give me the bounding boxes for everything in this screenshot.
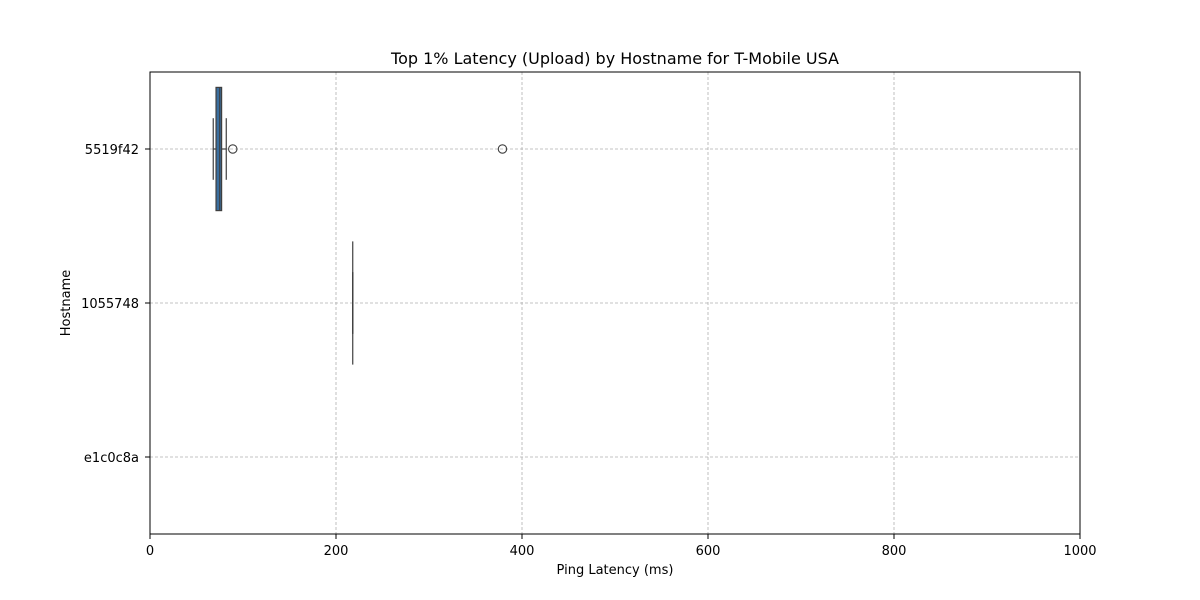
- box-layer: [212, 86, 508, 365]
- y-tick-label: 5519f42: [85, 143, 139, 158]
- y-tick-label: e1c0c8a: [84, 451, 139, 466]
- box-iqr: [215, 86, 223, 212]
- y-tick-label: 1055748: [81, 297, 139, 312]
- x-tick-label: 800: [882, 544, 907, 559]
- x-tick-label: 0: [146, 544, 154, 559]
- outlier-point: [497, 144, 508, 154]
- x-tick-label: 1000: [1063, 544, 1096, 559]
- chart-title: Top 1% Latency (Upload) by Hostname for …: [390, 49, 839, 68]
- x-tick-label: 400: [510, 544, 535, 559]
- x-tick-label: 600: [696, 544, 721, 559]
- x-tick-label: 200: [324, 544, 349, 559]
- tick-layer: 0 200 400 600 800 1000 5519f42 1055748 e1c0c8a: [81, 143, 1096, 559]
- x-axis-label: Ping Latency (ms): [557, 563, 674, 578]
- outlier-point: [228, 144, 238, 154]
- y-axis-label: Hostname: [59, 270, 74, 336]
